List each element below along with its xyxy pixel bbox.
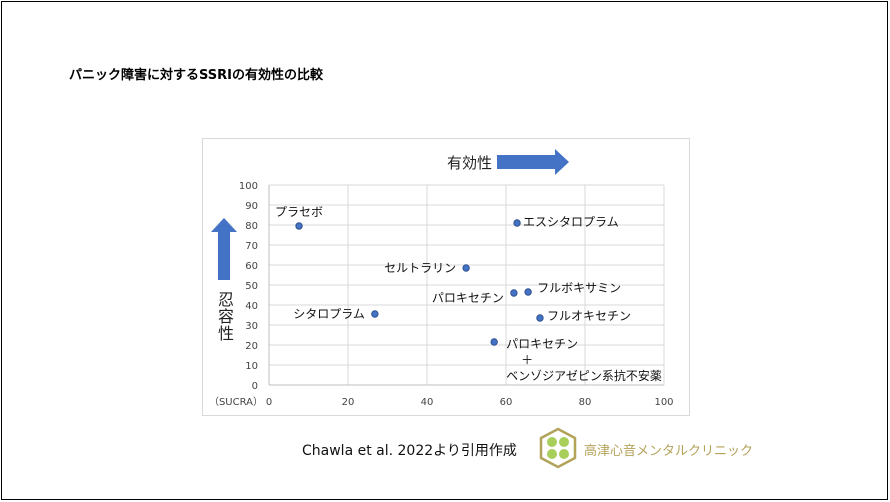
x-tick-label: 100 — [654, 397, 673, 408]
x-tick-label: 80 — [579, 397, 592, 408]
data-label: ベンゾジアゼピン系抗不安薬 — [506, 368, 662, 383]
x-tick-label: 20 — [342, 397, 355, 408]
data-point — [513, 219, 521, 227]
x-tick-label: 40 — [421, 397, 434, 408]
data-label: パロキセチン — [432, 291, 504, 305]
y-tick-label: 20 — [245, 341, 258, 352]
y-tick-label: 50 — [245, 281, 258, 292]
x-tick-label: 60 — [500, 397, 513, 408]
data-label: セルトラリン — [384, 261, 456, 275]
up-arrow-icon — [211, 218, 237, 280]
right-arrow-icon — [497, 149, 569, 175]
data-label: シタロプラム — [293, 307, 365, 321]
y-axis-label: 忍容性 — [215, 291, 234, 342]
clinic-name: 高津心音メンタルクリニック — [584, 444, 754, 459]
y-tick-label: 70 — [245, 241, 258, 252]
y-tick-label: 0 — [252, 381, 258, 392]
citation: Chawla et al. 2022より引用作成 — [302, 443, 517, 459]
data-point — [490, 338, 498, 346]
x-axis-label: 有効性 — [447, 154, 492, 172]
data-label: ＋ — [521, 353, 533, 367]
data-label: エスシタロプラム — [523, 215, 619, 229]
y-tick-label: 90 — [245, 201, 258, 212]
data-point — [536, 314, 544, 322]
data-point — [510, 289, 518, 297]
data-point — [371, 310, 379, 318]
data-label: パロキセチン — [506, 337, 578, 351]
data-label: フルオキセチン — [547, 309, 631, 323]
data-label: プラセボ — [275, 205, 323, 219]
y-tick-label: 60 — [245, 261, 258, 272]
y-tick-label: 30 — [245, 321, 258, 332]
y-tick-label: 80 — [245, 221, 258, 232]
y-tick-label: 100 — [239, 181, 258, 192]
x-tick-label: 0 — [266, 397, 272, 408]
clover-hexagon-logo-icon — [539, 427, 577, 469]
unit-label: （SUCRA） — [209, 396, 263, 408]
slide-title: パニック障害に対するSSRIの有効性の比較 — [69, 68, 323, 83]
data-point — [524, 288, 532, 296]
data-label: フルボキサミン — [537, 281, 621, 295]
y-tick-label: 10 — [245, 361, 258, 372]
y-tick-label: 40 — [245, 301, 258, 312]
data-point — [295, 222, 303, 230]
chart-box — [202, 138, 690, 416]
data-point — [462, 264, 470, 272]
